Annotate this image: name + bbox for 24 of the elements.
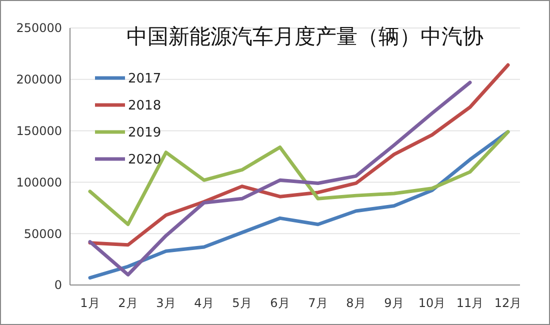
x-tick-label: 12月 [494, 296, 522, 310]
legend-label: 2019 [128, 126, 162, 141]
x-tick-label: 11月 [456, 296, 484, 310]
x-tick-label: 4月 [194, 296, 214, 310]
y-tick-label: 250000 [16, 21, 62, 36]
y-tick-label: 150000 [16, 124, 62, 138]
y-tick-label: 0 [54, 278, 62, 292]
x-tick-label: 2月 [118, 296, 138, 310]
x-tick-label: 10月 [418, 296, 446, 310]
x-tick-label: 9月 [384, 296, 404, 310]
line-series [88, 63, 510, 247]
legend-label: 2018 [128, 98, 162, 114]
chart-title: 中国新能源汽车月度产量（辆）中汽协 [126, 24, 484, 48]
x-tick-label: 3月 [156, 296, 176, 310]
legend-label: 2017 [128, 72, 162, 87]
x-tick-label: 1月 [80, 296, 100, 310]
x-tick-label: 5月 [232, 296, 252, 310]
y-tick-label: 200000 [16, 72, 62, 87]
y-tick-label: 50000 [24, 226, 62, 241]
x-tick-label: 8月 [346, 296, 366, 310]
legend-label: 2020 [128, 152, 162, 168]
x-tick-label: 7月 [308, 296, 328, 310]
y-tick-label: 100000 [16, 175, 62, 190]
x-tick-label: 6月 [270, 296, 290, 310]
